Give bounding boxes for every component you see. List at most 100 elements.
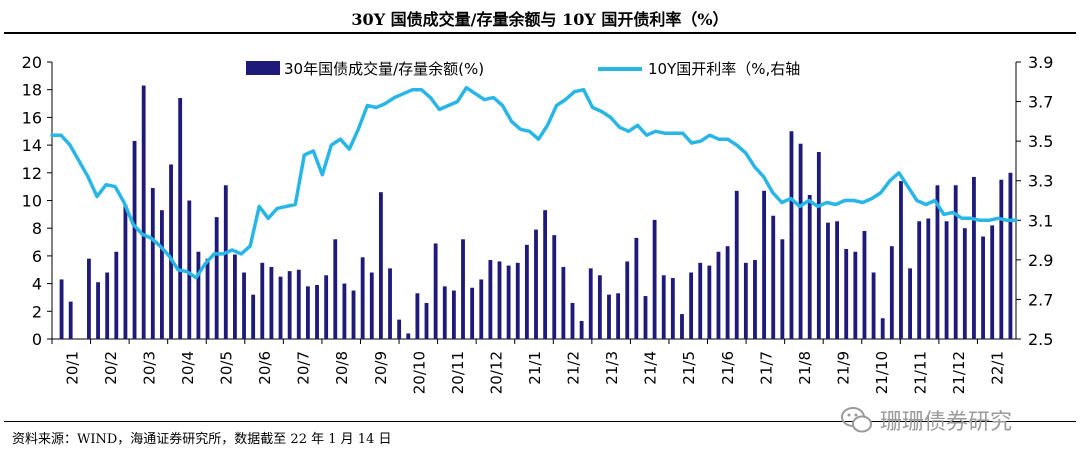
bar bbox=[634, 237, 639, 339]
x-tick-label: 20/10 bbox=[410, 351, 428, 394]
bar bbox=[880, 318, 885, 339]
bar bbox=[972, 176, 976, 339]
bar bbox=[981, 236, 985, 339]
bar bbox=[780, 239, 785, 339]
bar bbox=[661, 275, 666, 339]
bar bbox=[616, 293, 621, 339]
legend: 30年国债成交量/存量余额(%) 10Y国开利率（%,右轴 bbox=[246, 60, 800, 78]
bar bbox=[698, 262, 703, 339]
bar bbox=[378, 192, 383, 339]
bar bbox=[524, 244, 529, 339]
watermark-text: 珊珊债券研究 bbox=[880, 410, 1013, 435]
y-right-tick-label: 2.9 bbox=[1028, 251, 1053, 270]
bar bbox=[762, 190, 767, 339]
bar bbox=[324, 275, 329, 339]
x-tick-label: 21/6 bbox=[719, 351, 737, 385]
bar bbox=[488, 260, 493, 339]
x-tick-label: 20/12 bbox=[487, 351, 505, 394]
bar bbox=[835, 221, 840, 339]
bar bbox=[406, 333, 411, 339]
x-tick-label: 20/3 bbox=[140, 351, 158, 385]
x-tick-label: 20/7 bbox=[295, 351, 313, 385]
bar bbox=[561, 266, 566, 339]
y-left-tick-label: 6 bbox=[32, 247, 42, 266]
bar bbox=[588, 268, 593, 339]
bar bbox=[479, 279, 484, 339]
bar bbox=[369, 272, 374, 339]
bar bbox=[716, 251, 721, 339]
x-tick-label: 20/6 bbox=[256, 351, 274, 385]
y-left-tick-label: 8 bbox=[32, 219, 42, 238]
axes-layer: 0 2 4 6 8 10 12 14 16 18 20 2.5 2.7 2.9 3.1 3.3 3.5 3.7 3.… bbox=[22, 53, 1054, 394]
footer-rule bbox=[4, 421, 1076, 422]
bar bbox=[935, 185, 940, 339]
bar bbox=[397, 319, 402, 339]
x-tick-label: 21/2 bbox=[565, 351, 583, 385]
bar bbox=[579, 320, 584, 339]
bar bbox=[816, 152, 821, 339]
bar-series bbox=[59, 85, 1013, 339]
bar bbox=[515, 262, 520, 339]
bar bbox=[552, 235, 557, 339]
bar bbox=[470, 287, 475, 339]
y-right-tick-label: 3.1 bbox=[1028, 211, 1053, 230]
y-left-tick-label: 4 bbox=[32, 275, 42, 294]
bar bbox=[150, 188, 155, 339]
bar bbox=[433, 243, 438, 339]
bar bbox=[242, 272, 246, 339]
bar bbox=[123, 204, 128, 339]
bar bbox=[899, 181, 903, 339]
bar bbox=[743, 262, 748, 339]
bar bbox=[278, 276, 283, 339]
bar bbox=[114, 251, 119, 339]
x-tick-label: 21/9 bbox=[834, 351, 852, 385]
bar bbox=[734, 190, 739, 339]
x-tick-label: 20/1 bbox=[63, 351, 81, 385]
bar bbox=[68, 301, 73, 339]
y-left-tick-label: 10 bbox=[22, 192, 42, 211]
bar bbox=[962, 228, 967, 339]
bar bbox=[652, 219, 657, 339]
bar bbox=[725, 246, 730, 339]
x-tick-label: 21/7 bbox=[757, 351, 775, 385]
chart-canvas: 0 2 4 6 8 10 12 14 16 18 20 2.5 2.7 2.9 3.1 3.3 3.5 3.7 3.… bbox=[22, 53, 1054, 394]
y-left-tick-label: 18 bbox=[22, 81, 42, 100]
x-tick-label: 21/12 bbox=[950, 351, 968, 394]
bar bbox=[178, 98, 183, 339]
bar bbox=[232, 254, 237, 339]
bar bbox=[871, 272, 876, 339]
bar bbox=[534, 229, 538, 339]
wechat-icon bbox=[841, 407, 872, 433]
bar bbox=[141, 85, 146, 339]
y-right-tick-label: 3.9 bbox=[1028, 53, 1053, 72]
bar bbox=[926, 218, 931, 339]
bar bbox=[260, 262, 265, 339]
y-left-tick-label: 0 bbox=[32, 330, 42, 349]
y-left-tick-label: 14 bbox=[22, 136, 42, 155]
title-rule bbox=[4, 32, 1076, 34]
bar bbox=[1008, 172, 1013, 339]
bar bbox=[451, 290, 456, 339]
legend-line-label: 10Y国开利率（%,右轴 bbox=[648, 60, 800, 78]
bar bbox=[287, 271, 292, 339]
rate-line bbox=[50, 85, 1018, 280]
bar bbox=[990, 225, 995, 339]
bar bbox=[953, 185, 958, 339]
bar bbox=[597, 275, 602, 339]
y-right-tick-label: 2.7 bbox=[1028, 290, 1053, 309]
bar bbox=[214, 217, 219, 339]
bar bbox=[807, 194, 812, 339]
x-tick-label: 22/1 bbox=[989, 351, 1007, 385]
bar bbox=[223, 185, 228, 339]
bar bbox=[187, 200, 192, 339]
bar bbox=[105, 272, 110, 339]
legend-bar-swatch bbox=[246, 61, 280, 75]
bar bbox=[415, 293, 420, 339]
y-right-tick-label: 3.5 bbox=[1028, 132, 1053, 151]
bar bbox=[689, 272, 694, 339]
bar bbox=[789, 131, 794, 339]
watermark: 珊珊债券研究 bbox=[840, 404, 1012, 436]
bar bbox=[889, 246, 894, 339]
bar bbox=[844, 248, 849, 339]
bar bbox=[205, 258, 210, 339]
